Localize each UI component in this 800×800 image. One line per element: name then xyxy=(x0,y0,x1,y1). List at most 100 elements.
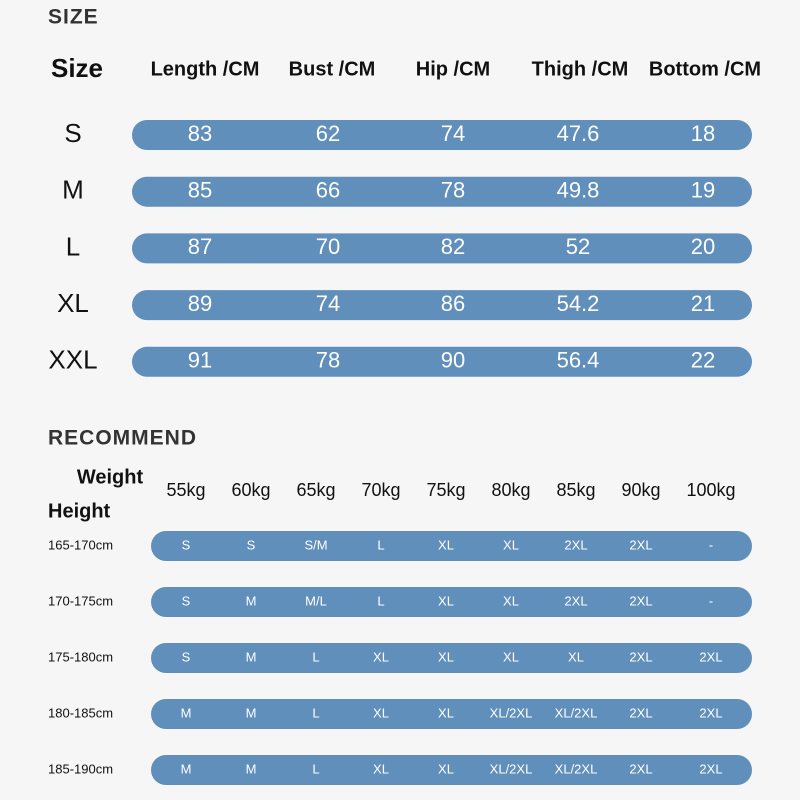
cell: XL xyxy=(438,593,454,608)
section-title: SIZE xyxy=(48,6,99,29)
cell: XL xyxy=(438,761,454,776)
weight-header: 65kg xyxy=(296,480,335,500)
cell: L xyxy=(312,705,319,720)
cell: 91 xyxy=(188,348,212,373)
cell: 74 xyxy=(316,291,340,316)
cell: 49.8 xyxy=(557,178,600,203)
cell: 82 xyxy=(441,234,465,259)
cell: XL xyxy=(373,761,389,776)
cell: 70 xyxy=(316,234,340,259)
cell: 89 xyxy=(188,291,212,316)
row-pill xyxy=(132,120,752,150)
cell: 19 xyxy=(691,178,715,203)
cell: M xyxy=(246,649,257,664)
cell: 54.2 xyxy=(557,291,600,316)
cell: 47.6 xyxy=(557,121,600,146)
cell: XL xyxy=(503,649,519,664)
cell: 2XL xyxy=(699,705,722,720)
cell: 2XL xyxy=(629,649,652,664)
size-label: S xyxy=(64,118,81,148)
cell: M xyxy=(246,593,257,608)
size-label: L xyxy=(66,231,80,261)
height-value: 180-185cm xyxy=(48,705,113,720)
cell: 18 xyxy=(691,121,715,146)
cell: XL xyxy=(438,537,454,552)
height-value: 165-170cm xyxy=(48,537,113,552)
cell: XL xyxy=(373,649,389,664)
cell: L xyxy=(312,761,319,776)
cell: M xyxy=(181,761,192,776)
cell: 78 xyxy=(316,348,340,373)
cell: L xyxy=(312,649,319,664)
cell: 52 xyxy=(566,234,590,259)
size-label: XXL xyxy=(48,345,97,375)
cell: XL/2XL xyxy=(555,761,598,776)
cell: S xyxy=(182,649,191,664)
cell: 86 xyxy=(441,291,465,316)
cell: 22 xyxy=(691,348,715,373)
column-header: Thigh /CM xyxy=(532,58,629,80)
cell: 21 xyxy=(691,291,715,316)
cell: 2XL xyxy=(564,537,587,552)
cell: 74 xyxy=(441,121,465,146)
cell: 62 xyxy=(316,121,340,146)
cell: S xyxy=(182,537,191,552)
height-value: 175-180cm xyxy=(48,649,113,664)
cell: 2XL xyxy=(629,537,652,552)
cell: S/M xyxy=(304,537,327,552)
row-pill xyxy=(151,755,752,785)
column-header: Bottom /CM xyxy=(649,58,761,80)
weight-header: 100kg xyxy=(686,480,735,500)
weight-header: 80kg xyxy=(491,480,530,500)
row-pill xyxy=(132,233,752,264)
weight-header: 90kg xyxy=(621,480,660,500)
row-pill xyxy=(132,346,752,377)
column-header: Size xyxy=(51,53,103,83)
cell: - xyxy=(709,537,713,552)
cell: XL/2XL xyxy=(490,761,533,776)
cell: 90 xyxy=(441,348,465,373)
column-header: Length /CM xyxy=(151,58,260,80)
column-header: Hip /CM xyxy=(416,58,490,80)
cell: XL xyxy=(503,593,519,608)
cell: L xyxy=(377,593,384,608)
weight-label: Weight xyxy=(77,466,144,488)
cell: 2XL xyxy=(699,761,722,776)
height-value: 170-175cm xyxy=(48,593,113,608)
cell: 87 xyxy=(188,234,212,259)
cell: S xyxy=(182,593,191,608)
cell: S xyxy=(247,537,256,552)
row-pill xyxy=(151,699,752,729)
cell: XL/2XL xyxy=(555,705,598,720)
cell: XL xyxy=(373,705,389,720)
section-title: RECOMMEND xyxy=(48,427,197,450)
row-pill xyxy=(151,643,752,673)
cell: 56.4 xyxy=(557,348,600,373)
size-label: XL xyxy=(57,288,89,318)
cell: M xyxy=(246,705,257,720)
row-pill xyxy=(151,531,752,561)
cell: 2XL xyxy=(629,761,652,776)
cell: 2XL xyxy=(629,593,652,608)
cell: XL xyxy=(568,649,584,664)
cell: 66 xyxy=(316,178,340,203)
cell: 20 xyxy=(691,234,715,259)
cell: M xyxy=(181,705,192,720)
weight-header: 55kg xyxy=(166,480,205,500)
column-header: Bust /CM xyxy=(289,58,376,80)
cell: 2XL xyxy=(564,593,587,608)
cell: 2XL xyxy=(629,705,652,720)
weight-header: 85kg xyxy=(556,480,595,500)
size-label: M xyxy=(62,175,84,205)
weight-header: 75kg xyxy=(426,480,465,500)
cell: M xyxy=(246,761,257,776)
cell: 83 xyxy=(188,121,212,146)
cell: XL xyxy=(438,649,454,664)
row-pill xyxy=(151,587,752,617)
cell: XL/2XL xyxy=(490,705,533,720)
height-label: Height xyxy=(48,500,111,522)
weight-header: 60kg xyxy=(231,480,270,500)
row-pill xyxy=(132,176,752,207)
